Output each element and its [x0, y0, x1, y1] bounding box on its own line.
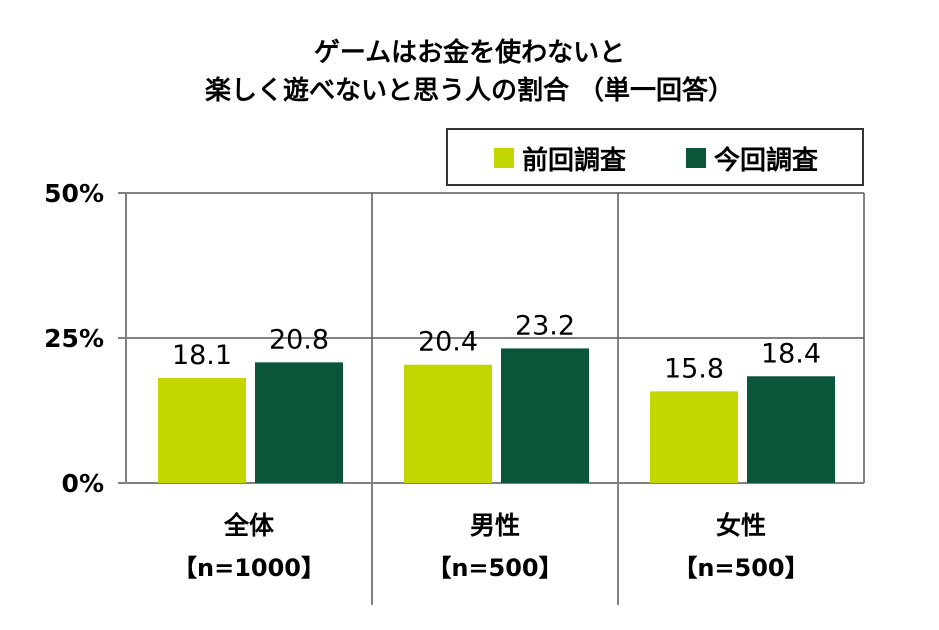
category-sample-size-0: 【n=1000】: [173, 554, 325, 582]
category-label-0: 全体: [223, 511, 275, 540]
bar-current-0: [255, 362, 343, 483]
data-label-current-1: 23.2: [515, 310, 575, 341]
data-label-previous-2: 15.8: [664, 353, 724, 384]
bar-previous-0: [158, 378, 246, 483]
legend-swatch-previous: [494, 148, 514, 168]
data-label-previous-0: 18.1: [172, 340, 232, 371]
legend-item-previous: 前回調査: [494, 142, 627, 176]
bar-current-2: [747, 376, 835, 483]
data-label-current-0: 20.8: [269, 324, 329, 355]
chart-title: ゲームはお金を使わないと 楽しく遊べないと思う人の割合 （単一回答）: [0, 34, 939, 110]
y-tick-label-0: 0%: [62, 469, 104, 498]
y-tick-label-1: 25%: [44, 324, 104, 353]
data-label-current-2: 18.4: [761, 338, 821, 369]
category-sample-size-2: 【n=500】: [673, 554, 808, 582]
category-label-2: 女性: [716, 511, 766, 540]
y-tick-label-2: 50%: [44, 179, 104, 208]
legend-label-previous: 前回調査: [522, 145, 627, 176]
bar-previous-2: [650, 391, 738, 483]
chart-title-line-1: ゲームはお金を使わないと: [313, 38, 626, 68]
data-label-previous-1: 20.4: [418, 327, 478, 358]
bar-current-1: [501, 348, 589, 483]
legend-item-current: 今回調査: [686, 142, 819, 176]
legend-swatch-current: [686, 148, 706, 168]
chart-legend: 前回調査 今回調査: [446, 128, 864, 186]
chart-title-line-2: 楽しく遊べないと思う人の割合 （単一回答）: [204, 76, 735, 106]
bar-previous-1: [404, 364, 492, 483]
category-sample-size-1: 【n=500】: [427, 554, 562, 582]
legend-label-current: 今回調査: [714, 145, 819, 176]
category-label-1: 男性: [470, 511, 520, 540]
